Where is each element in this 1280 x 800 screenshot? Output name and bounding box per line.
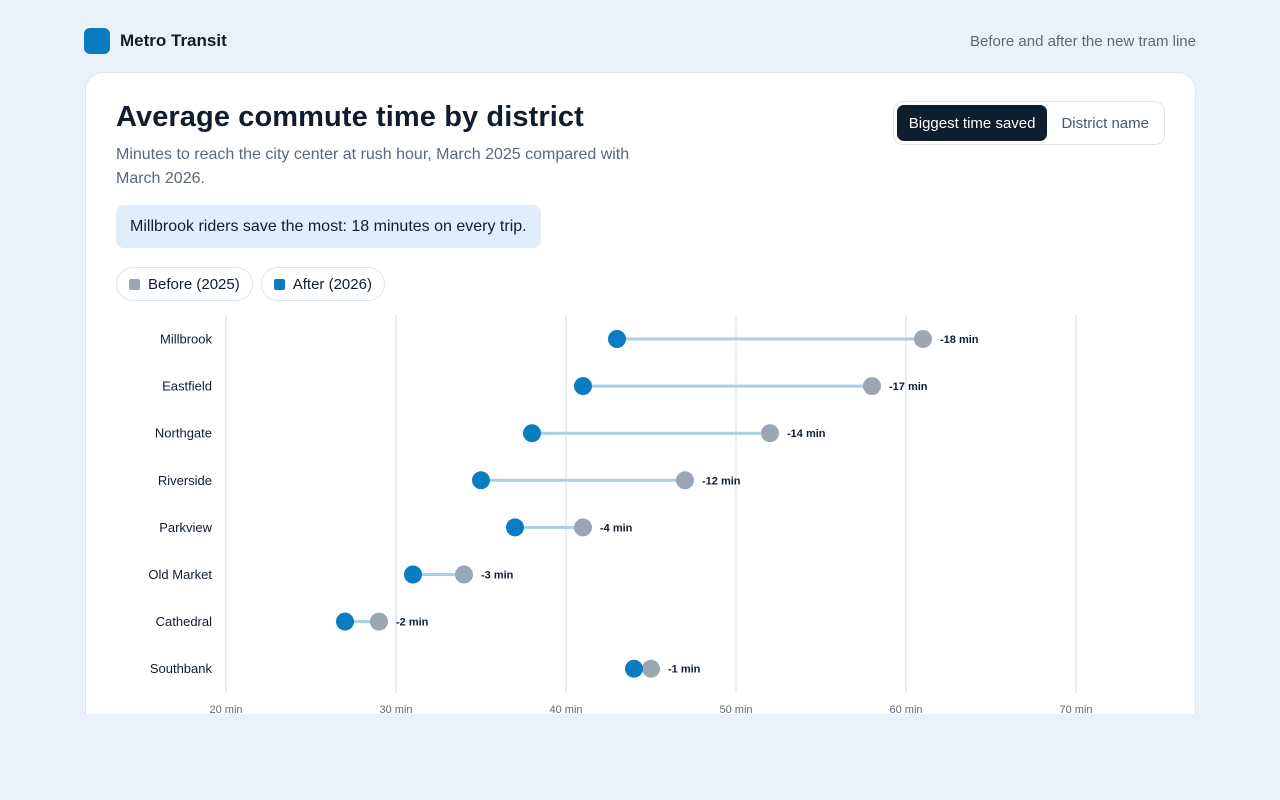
sort-biggest-time-saved-button[interactable]: Biggest time saved [896,105,1048,141]
district-label: Riverside [158,473,212,488]
district-label: Eastfield [162,379,212,394]
before-point [455,565,473,584]
x-tick-label: 20 min [209,704,242,714]
sort-toggle: Biggest time saved District name [892,101,1165,145]
brand: Metro Transit [84,28,227,54]
metro-transit-logo-icon [84,28,110,54]
district-label: Parkview [159,520,212,535]
insight-callout: Millbrook riders save the most: 18 minut… [116,205,541,248]
before-point [642,659,660,678]
x-tick-label: 60 min [889,704,922,714]
legend-after[interactable]: After (2026) [260,267,385,301]
district-label: Southbank [150,661,213,676]
x-tick-label: 40 min [549,704,582,714]
legend-before[interactable]: Before (2025) [116,267,253,301]
district-label: Northgate [155,426,212,441]
x-tick-label: 30 min [379,704,412,714]
chart-title: Average commute time by district [116,101,584,133]
time-saved-label: -14 min [787,428,826,440]
after-point [404,565,422,584]
before-point [761,424,779,443]
after-swatch-icon [273,278,285,290]
time-saved-label: -12 min [702,475,741,487]
tagline: Before and after the new tram line [970,32,1196,50]
before-point [574,518,592,537]
after-point [506,518,524,537]
after-point [523,424,541,443]
chart-subtitle: Minutes to reach the city center at rush… [116,146,630,187]
x-tick-label: 50 min [719,704,752,714]
time-saved-label: -4 min [600,522,633,534]
after-point [625,659,643,678]
before-swatch-icon [129,278,140,290]
legend-before-label: Before (2025) [148,275,240,293]
chart-card: Average commute time by district Minutes… [85,72,1196,714]
legend-after-label: After (2026) [292,275,372,293]
after-point [472,471,490,490]
before-point [863,377,881,396]
brand-name: Metro Transit [120,31,227,50]
time-saved-label: -18 min [940,334,979,346]
x-tick-label: 70 min [1059,704,1092,714]
time-saved-label: -2 min [396,617,429,629]
time-saved-label: -1 min [668,664,701,676]
top-bar: Metro Transit Before and after the new t… [84,28,1196,54]
district-label: Old Market [148,567,212,582]
sort-district-name-button[interactable]: District name [1049,105,1161,141]
legend: Before (2025) After (2026) [116,267,385,301]
district-label: Cathedral [156,614,212,629]
district-label: Millbrook [160,332,213,347]
before-point [370,612,388,631]
after-point [608,330,626,348]
before-point [914,330,932,348]
before-point [676,471,694,490]
dumbbell-chart: 20 min 30 min 40 min 50 min 60 min 70 min Mill… [148,315,1093,714]
time-saved-label: -3 min [481,570,514,582]
after-point [336,612,354,631]
after-point [574,377,592,396]
time-saved-label: -17 min [889,381,928,393]
